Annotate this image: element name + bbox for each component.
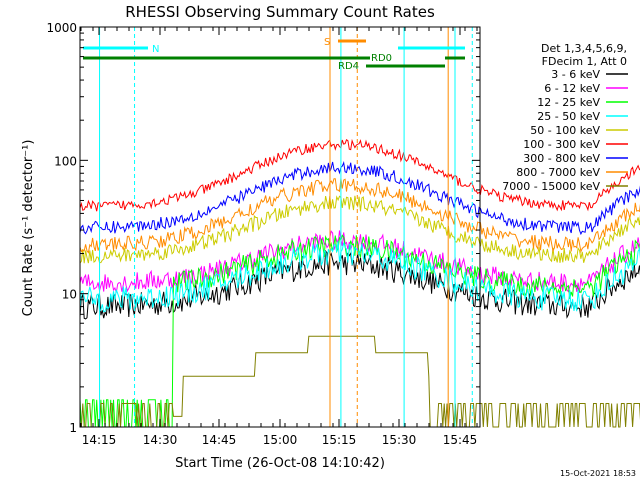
series-300-800kev [79, 160, 640, 236]
series-12-25kev [79, 234, 640, 428]
x-tick-label: 14:45 [202, 433, 237, 447]
axes: 1 10 100 1000 14:15 14:30 14:45 15:00 15:15 15:30… [46, 21, 481, 447]
legend-entry-label: 6 - 12 keV [544, 82, 600, 95]
legend-entry-label: 100 - 300 keV [523, 138, 600, 151]
legend-entry-label: 25 - 50 keV [537, 110, 600, 123]
timestamp: 15-Oct-2021 18:53 [560, 469, 636, 478]
x-tick-label: 15:00 [263, 433, 298, 447]
legend-entry-label: 3 - 6 keV [551, 68, 600, 81]
chart-title: RHESSI Observing Summary Count Rates [125, 3, 435, 21]
y-tick-label: 10 [62, 288, 77, 302]
rd0-label: RD0 [371, 53, 392, 64]
x-tick-label: 14:15 [82, 433, 117, 447]
plot-area: N S RD0 RD4 [79, 27, 640, 428]
legend-entry-label: 800 - 7000 keV [516, 166, 600, 179]
x-axis-label: Start Time (26-Oct-08 14:10:42) [175, 456, 385, 471]
legend-header: Det 1,3,4,5,6,9, [541, 42, 627, 55]
y-tick-label: 1 [69, 421, 77, 435]
series-line-0 [79, 160, 640, 236]
series-800-7000kev [79, 178, 640, 254]
series-50-100kev [79, 195, 640, 264]
series-line-0 [79, 138, 640, 212]
series-line-0 [79, 195, 640, 264]
series-100-300kev [79, 138, 640, 212]
saa-label: S [324, 37, 330, 48]
legend-entry-label: 300 - 800 keV [523, 152, 600, 165]
legend-header: FDecim 1, Att 0 [542, 55, 627, 68]
x-tick-label: 14:30 [143, 433, 178, 447]
legend-entry-label: 12 - 25 keV [537, 96, 600, 109]
x-tick-label: 15:15 [322, 433, 357, 447]
series-line-0 [79, 234, 640, 428]
series-25-50kev [79, 241, 640, 313]
y-axis-label: Count Rate (s⁻¹ detector⁻¹) [21, 140, 36, 317]
series-7000-15000kev [80, 335, 640, 428]
series-line-0 [80, 335, 640, 428]
series-line-0 [79, 241, 640, 313]
rd4-label: RD4 [338, 61, 359, 72]
x-tick-label: 15:45 [443, 433, 478, 447]
y-tick-label: 1000 [46, 21, 77, 35]
legend-entry-label: 50 - 100 keV [530, 124, 600, 137]
x-tick-label: 15:30 [382, 433, 417, 447]
legend: Det 1,3,4,5,6,9,FDecim 1, Att 03 - 6 keV… [502, 42, 628, 193]
legend-entry-label: 7000 - 15000 keV [502, 180, 600, 193]
y-tick-label: 100 [54, 154, 77, 168]
night-label: N [152, 44, 159, 55]
series-line-0 [79, 178, 640, 254]
